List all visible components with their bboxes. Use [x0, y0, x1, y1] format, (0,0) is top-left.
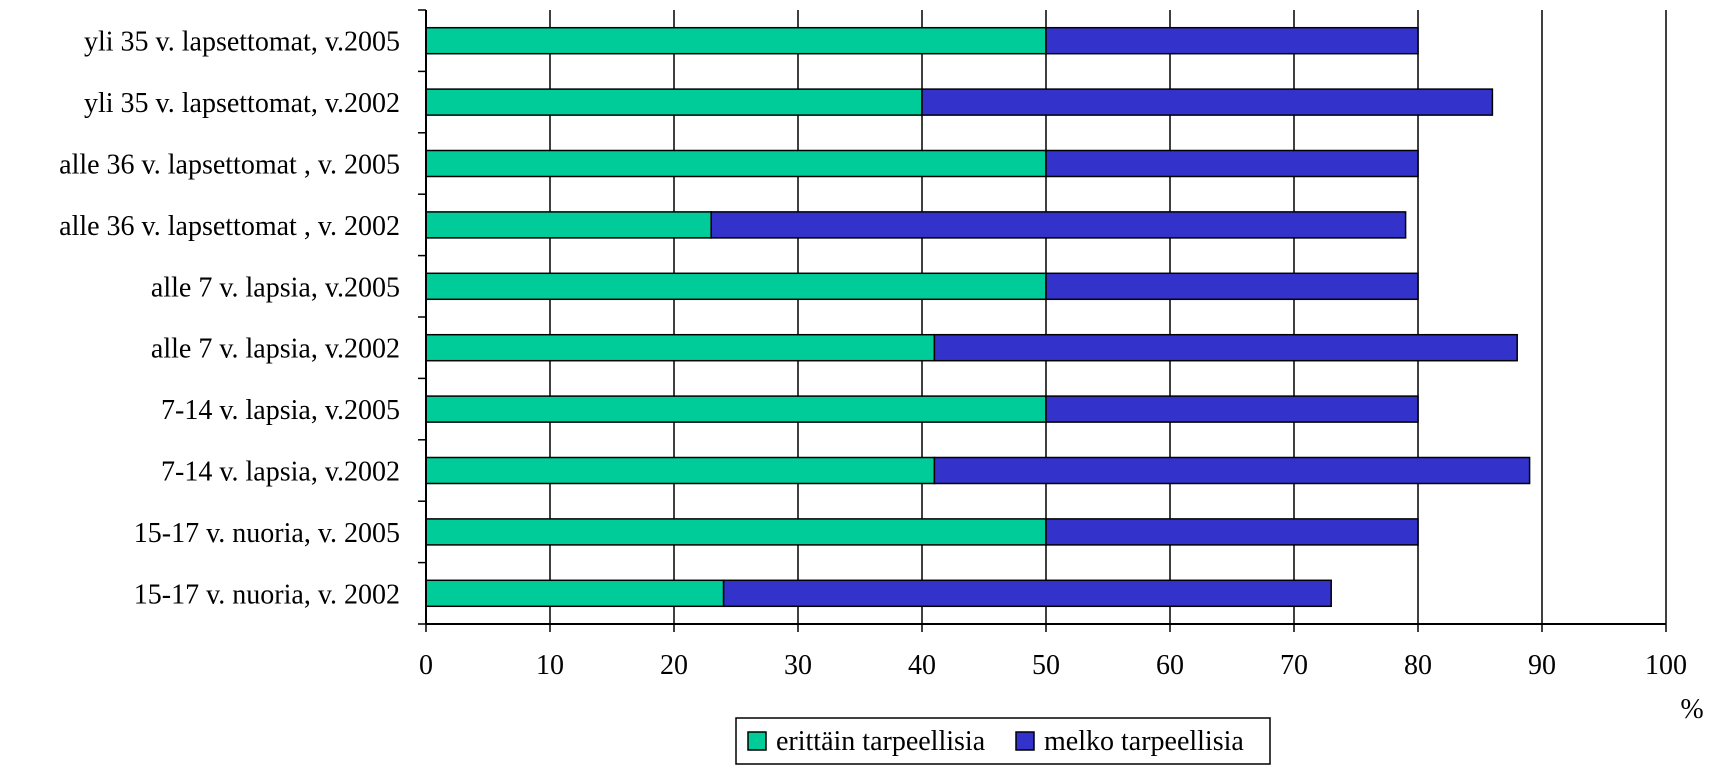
bar-erittain-8 — [425, 518, 1047, 546]
bar-erittain-4 — [425, 272, 1047, 301]
x-tick-label-30: 30 — [784, 650, 812, 681]
legend-label-erittain-tarpeellisia: erittäin tarpeellisia — [776, 726, 986, 757]
x-tick-label-40: 40 — [908, 650, 936, 681]
bar-melko-6 — [1045, 395, 1419, 423]
category-label-0: yli 35 v. lapsettomat, v.2005 — [84, 27, 400, 58]
category-label-3: alle 36 v. lapsettomat , v. 2002 — [59, 211, 400, 242]
bar-melko-3 — [710, 211, 1407, 239]
x-tick-label-80: 80 — [1404, 650, 1432, 681]
x-tick-label-100: 100 — [1645, 650, 1687, 681]
category-label-5: alle 7 v. lapsia, v.2002 — [151, 334, 400, 365]
bar-melko-7 — [933, 456, 1531, 485]
x-tick-label-90: 90 — [1528, 650, 1556, 681]
bar-erittain-1 — [425, 88, 923, 116]
category-label-8: 15-17 v. nuoria, v. 2005 — [134, 518, 400, 549]
bar-melko-0 — [1045, 26, 1419, 55]
bar-melko-1 — [921, 88, 1494, 116]
category-label-4: alle 7 v. lapsia, v.2005 — [151, 272, 400, 303]
bar-erittain-7 — [425, 456, 936, 485]
bar-erittain-9 — [425, 579, 725, 608]
x-tick-label-10: 10 — [536, 650, 564, 681]
bar-melko-4 — [1045, 272, 1419, 301]
x-axis-unit-label: % — [1680, 694, 1703, 725]
x-tick-label-60: 60 — [1156, 650, 1184, 681]
bar-erittain-2 — [425, 149, 1047, 178]
category-label-2: alle 36 v. lapsettomat , v. 2005 — [59, 150, 400, 181]
x-tick-label-0: 0 — [419, 650, 433, 681]
legend-label-melko-tarpeellisia: melko tarpeellisia — [1044, 726, 1244, 757]
bar-erittain-5 — [425, 333, 936, 362]
bar-melko-2 — [1045, 149, 1419, 178]
category-label-9: 15-17 v. nuoria, v. 2002 — [134, 579, 400, 610]
bar-erittain-3 — [425, 211, 712, 239]
category-label-6: 7-14 v. lapsia, v.2005 — [161, 395, 400, 426]
category-labels: yli 35 v. lapsettomat, v.2005 yli 35 v. l… — [59, 27, 400, 611]
bar-melko-5 — [933, 333, 1518, 362]
bar-erittain-6 — [425, 395, 1047, 423]
legend: erittäin tarpeellisia melko tarpeellisia — [735, 717, 1271, 765]
bar-melko-9 — [722, 579, 1332, 608]
category-label-7: 7-14 v. lapsia, v.2002 — [161, 457, 400, 488]
bars — [425, 26, 1531, 608]
legend-frame — [735, 717, 1271, 765]
bar-erittain-0 — [425, 26, 1047, 55]
x-tick-label-70: 70 — [1280, 650, 1308, 681]
legend-swatch-erittain-tarpeellisia — [747, 731, 767, 751]
category-label-1: yli 35 v. lapsettomat, v.2002 — [84, 88, 400, 119]
x-tick-label-20: 20 — [660, 650, 688, 681]
x-tick-label-50: 50 — [1032, 650, 1060, 681]
bar-melko-8 — [1045, 518, 1419, 546]
x-tick-labels: 0 10 20 30 40 50 60 70 80 90 100 — [419, 650, 1687, 681]
legend-swatch-melko-tarpeellisia — [1015, 731, 1035, 751]
axes — [418, 9, 1667, 632]
